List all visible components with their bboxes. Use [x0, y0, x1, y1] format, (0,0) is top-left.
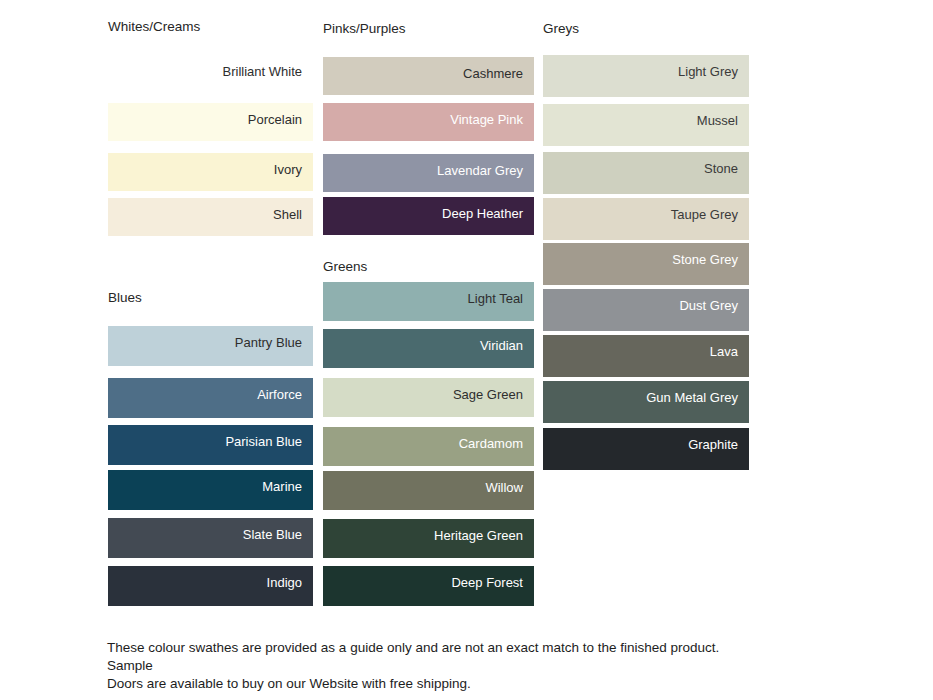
swatch-taupe-grey: Taupe Grey: [543, 198, 749, 240]
swatch-mussel: Mussel: [543, 104, 749, 146]
swatch-light-teal: Light Teal: [323, 282, 534, 321]
swatch-label: Cashmere: [463, 67, 523, 80]
swatch-airforce: Airforce: [108, 378, 313, 418]
swatch-stone: Stone: [543, 152, 749, 194]
swatch-willow: Willow: [323, 471, 534, 510]
swatch-heritage-green: Heritage Green: [323, 519, 534, 558]
swatch-marine: Marine: [108, 470, 313, 510]
section-header-greys: Greys: [543, 21, 749, 36]
swatch-graphite: Graphite: [543, 428, 749, 470]
swatch-slate-blue: Slate Blue: [108, 518, 313, 558]
swatch-label: Dust Grey: [679, 299, 738, 312]
swatch-label: Taupe Grey: [671, 208, 738, 221]
section-header-greens: Greens: [323, 259, 534, 274]
swatch-label: Brilliant White: [223, 65, 302, 78]
swatch-label: Light Teal: [468, 292, 523, 305]
swatch-board: Whites/Creams Brilliant White Porcelain Ivo…: [0, 0, 933, 700]
swatch-label: Pantry Blue: [235, 336, 302, 349]
column-left: Whites/Creams Brilliant White Porcelain Ivo…: [108, 0, 313, 606]
swatch-label: Lavendar Grey: [437, 164, 523, 177]
section-blues: Blues Pantry Blue Airforce Parisian Blue Mar…: [108, 290, 313, 606]
swatch-label: Airforce: [257, 388, 302, 401]
swatch-deep-forest: Deep Forest: [323, 566, 534, 606]
swatch-gun-metal-grey: Gun Metal Grey: [543, 381, 749, 423]
swatch-porcelain: Porcelain: [108, 103, 313, 141]
swatch-ivory: Ivory: [108, 153, 313, 191]
swatch-label: Sage Green: [453, 388, 523, 401]
swatch-cardamom: Cardamom: [323, 427, 534, 466]
swatch-lava: Lava: [543, 335, 749, 377]
swatch-label: Cardamom: [459, 437, 523, 450]
section-header-whites-creams: Whites/Creams: [108, 19, 313, 34]
swatch-label: Parisian Blue: [225, 435, 302, 448]
swatch-label: Mussel: [697, 114, 738, 127]
swatch-stone-grey: Stone Grey: [543, 243, 749, 285]
swatch-label: Viridian: [480, 339, 523, 352]
swatch-sage-green: Sage Green: [323, 378, 534, 417]
swatch-label: Vintage Pink: [450, 113, 523, 126]
swatch-label: Shell: [273, 208, 302, 221]
swatch-brilliant-white: Brilliant White: [108, 55, 313, 93]
swatch-label: Porcelain: [248, 113, 302, 126]
swatch-label: Gun Metal Grey: [646, 391, 738, 404]
swatch-label: Graphite: [688, 438, 738, 451]
column-middle: Pinks/Purples Cashmere Vintage Pink Lavenda…: [323, 0, 534, 606]
swatch-pantry-blue: Pantry Blue: [108, 326, 313, 366]
swatch-label: Lava: [710, 345, 738, 358]
swatch-label: Stone Grey: [672, 253, 738, 266]
swatch-viridian: Viridian: [323, 329, 534, 368]
swatch-parisian-blue: Parisian Blue: [108, 425, 313, 465]
section-pinks-purples: Pinks/Purples Cashmere Vintage Pink Lavenda…: [323, 21, 534, 235]
swatch-label: Stone: [704, 162, 738, 175]
section-header-blues: Blues: [108, 290, 313, 305]
disclaimer-text: These colour swathes are provided as a g…: [107, 639, 767, 694]
swatch-indigo: Indigo: [108, 566, 313, 606]
swatch-lavendar-grey: Lavendar Grey: [323, 154, 534, 192]
swatch-label: Ivory: [274, 163, 302, 176]
swatch-vintage-pink: Vintage Pink: [323, 103, 534, 141]
swatch-dust-grey: Dust Grey: [543, 289, 749, 331]
swatch-label: Marine: [262, 480, 302, 493]
swatch-shell: Shell: [108, 198, 313, 236]
disclaimer-line-2: Doors are available to buy on our Websit…: [107, 675, 767, 693]
swatch-label: Deep Forest: [451, 576, 523, 589]
swatch-label: Deep Heather: [442, 207, 523, 220]
swatch-label: Willow: [485, 481, 523, 494]
swatch-label: Indigo: [267, 576, 302, 589]
swatch-cashmere: Cashmere: [323, 57, 534, 95]
section-greys: Greys Light Grey Mussel Stone Taupe Grey Ston…: [543, 21, 749, 470]
swatch-label: Heritage Green: [434, 529, 523, 542]
section-whites-creams: Whites/Creams Brilliant White Porcelain Ivo…: [108, 19, 313, 236]
disclaimer-line-1: These colour swathes are provided as a g…: [107, 639, 767, 675]
section-greens: Greens Light Teal Viridian Sage Green Cardam…: [323, 259, 534, 606]
swatch-light-grey: Light Grey: [543, 55, 749, 97]
column-right: Greys Light Grey Mussel Stone Taupe Grey Ston…: [543, 0, 749, 470]
section-header-pinks-purples: Pinks/Purples: [323, 21, 534, 36]
swatch-label: Slate Blue: [243, 528, 302, 541]
swatch-deep-heather: Deep Heather: [323, 197, 534, 235]
swatch-label: Light Grey: [678, 65, 738, 78]
